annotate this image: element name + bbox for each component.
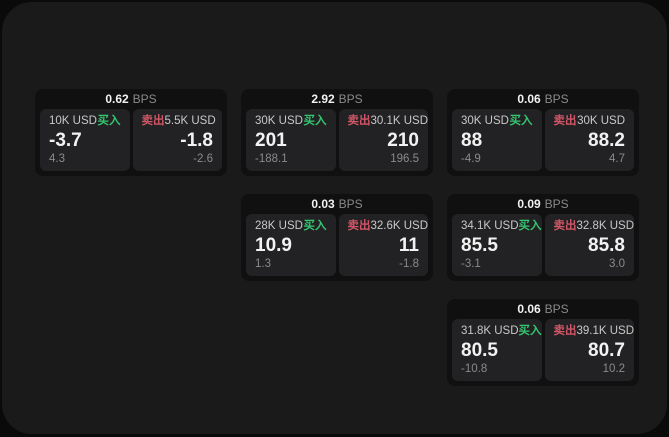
buy-label: 买入 [303,220,327,232]
buy-price: 88 [461,130,483,151]
buy-tile[interactable]: 10K USD 买入 -3.7 4.3 [40,109,130,171]
bps-label: BPS [338,92,363,106]
sell-sub-value: 3.0 [609,258,625,270]
buy-price: 10.9 [255,235,292,256]
sell-price: 210 [387,130,419,151]
sell-sub-value: 196.5 [390,153,419,165]
card-header: 0.03 BPS [246,194,428,214]
card-header: 0.06 BPS [452,89,634,109]
bps-label: BPS [338,197,363,211]
buy-price: -3.7 [49,130,82,151]
buy-sub-value: -188.1 [255,153,288,165]
buy-tile[interactable]: 31.8K USD 买入 80.5 -10.8 [452,319,542,381]
quote-card: 0.09 BPS 34.1K USD 买入 85.5 -3.1 卖出 32.8K… [447,194,639,281]
buy-tile[interactable]: 34.1K USD 买入 85.5 -3.1 [452,214,542,276]
sell-tile[interactable]: 卖出 32.8K USD 85.8 3.0 [544,214,635,276]
sell-amount: 30.1K USD [370,115,429,127]
sell-sub-value: 4.7 [609,153,625,165]
buy-price: 201 [255,130,287,151]
buy-price: 85.5 [461,235,498,256]
sell-price: -1.8 [180,130,213,151]
card-body: 30K USD 买入 88 -4.9 卖出 30K USD 88.2 4.7 [452,109,634,171]
bps-value: 0.03 [311,197,335,211]
buy-tile[interactable]: 30K USD 买入 88 -4.9 [452,109,542,171]
quote-card: 2.92 BPS 30K USD 买入 201 -188.1 卖出 30.1K … [241,89,433,176]
sell-amount: 32.6K USD [370,220,429,232]
sell-tile[interactable]: 卖出 30.1K USD 210 196.5 [338,109,429,171]
sell-price: 88.2 [588,130,625,151]
card-body: 28K USD 买入 10.9 1.3 卖出 32.6K USD 11 -1.8 [246,214,428,276]
buy-sub-value: 4.3 [49,153,65,165]
buy-sub-value: 1.3 [255,258,271,270]
sell-tile[interactable]: 卖出 39.1K USD 80.7 10.2 [544,319,635,381]
sell-price: 11 [398,235,419,256]
buy-label: 买入 [518,220,542,232]
card-header: 2.92 BPS [246,89,428,109]
buy-tile[interactable]: 30K USD 买入 201 -188.1 [246,109,336,171]
sell-price: 80.7 [588,340,625,361]
card-header: 0.06 BPS [452,299,634,319]
sell-label: 卖出 [553,325,577,337]
buy-sub-value: -3.1 [461,258,481,270]
sell-sub-value: -2.6 [193,153,213,165]
bps-value: 0.06 [517,302,541,316]
sell-tile[interactable]: 卖出 5.5K USD -1.8 -2.6 [132,109,222,171]
buy-label: 买入 [518,325,542,337]
buy-label: 买入 [97,115,121,127]
quote-card: 0.62 BPS 10K USD 买入 -3.7 4.3 卖出 5.5K USD… [35,89,227,176]
card-body: 10K USD 买入 -3.7 4.3 卖出 5.5K USD -1.8 -2.… [40,109,222,171]
buy-label: 买入 [509,115,533,127]
card-body: 31.8K USD 买入 80.5 -10.8 卖出 39.1K USD 80.… [452,319,634,381]
bps-label: BPS [544,197,569,211]
buy-amount: 30K USD [461,115,509,127]
bps-value: 0.09 [517,197,541,211]
bps-label: BPS [544,302,569,316]
bps-value: 0.06 [517,92,541,106]
buy-amount: 28K USD [255,220,303,232]
sell-tile[interactable]: 卖出 32.6K USD 11 -1.8 [338,214,429,276]
sell-amount: 30K USD [577,115,625,127]
sell-amount: 39.1K USD [576,325,635,337]
quote-card: 0.06 BPS 30K USD 买入 88 -4.9 卖出 30K USD 8… [447,89,639,176]
quote-card: 0.03 BPS 28K USD 买入 10.9 1.3 卖出 32.6K US… [241,194,433,281]
sell-label: 卖出 [553,220,577,232]
buy-amount: 34.1K USD [461,220,519,232]
buy-price: 80.5 [461,340,498,361]
sell-amount: 32.8K USD [576,220,635,232]
card-header: 0.09 BPS [452,194,634,214]
sell-amount: 5.5K USD [164,115,216,127]
buy-amount: 31.8K USD [461,325,519,337]
bps-label: BPS [544,92,569,106]
bps-value: 2.92 [311,92,335,106]
card-body: 34.1K USD 买入 85.5 -3.1 卖出 32.8K USD 85.8… [452,214,634,276]
buy-sub-value: -10.8 [461,363,488,375]
sell-price: 85.8 [588,235,625,256]
buy-tile[interactable]: 28K USD 买入 10.9 1.3 [246,214,336,276]
card-header: 0.62 BPS [40,89,222,109]
sell-label: 卖出 [141,115,165,127]
sell-sub-value: 10.2 [602,363,625,375]
bps-value: 0.62 [105,92,129,106]
sell-label: 卖出 [347,220,371,232]
sell-label: 卖出 [347,115,371,127]
buy-amount: 10K USD [49,115,97,127]
quote-card: 0.06 BPS 31.8K USD 买入 80.5 -10.8 卖出 39.1… [447,299,639,386]
buy-amount: 30K USD [255,115,303,127]
sell-sub-value: -1.8 [399,258,419,270]
card-body: 30K USD 买入 201 -188.1 卖出 30.1K USD 210 1… [246,109,428,171]
buy-sub-value: -4.9 [461,153,481,165]
sell-tile[interactable]: 卖出 30K USD 88.2 4.7 [544,109,634,171]
bps-label: BPS [132,92,157,106]
sell-label: 卖出 [553,115,577,127]
buy-label: 买入 [303,115,327,127]
